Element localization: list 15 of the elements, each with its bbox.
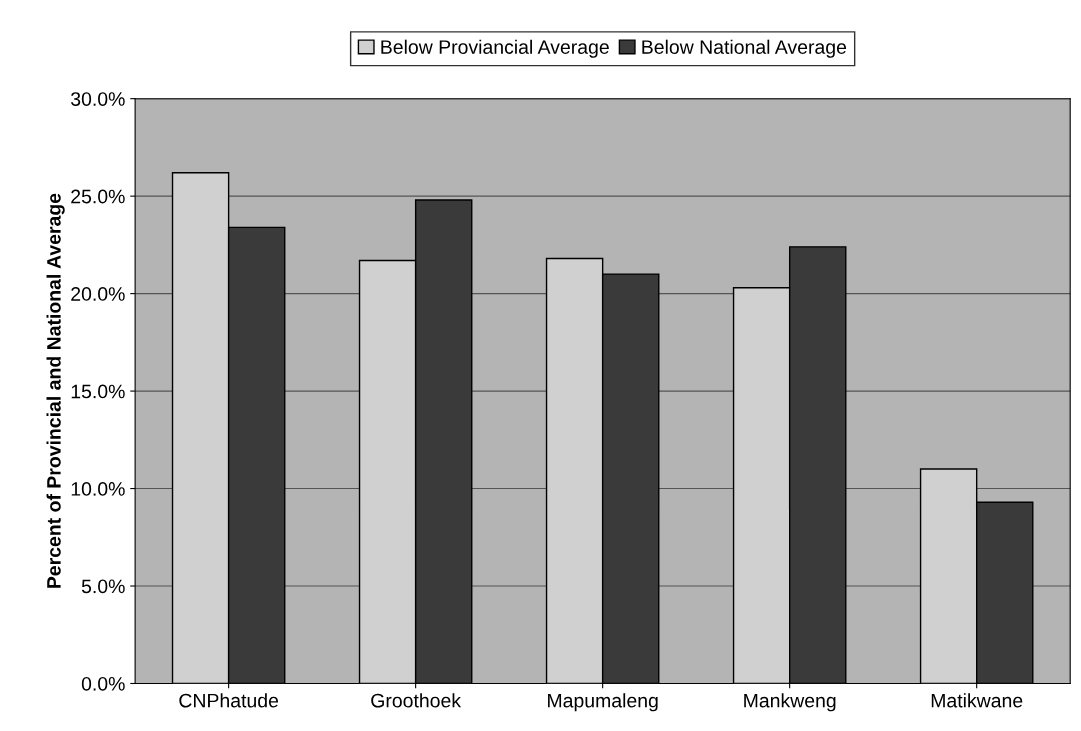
x-tick-label: Matikwane (931, 693, 1023, 708)
y-tick-label: 5.0% (81, 579, 125, 594)
x-tick-label: CNPhatude (179, 693, 279, 708)
legend-label: Below Proviancial Average (381, 39, 609, 58)
y-tick-label: 15.0% (71, 384, 125, 399)
y-tick-label: 25.0% (71, 189, 125, 204)
y-tick-label: 10.0% (71, 482, 125, 496)
y-axis-title: Percent of Provincial and National Average (46, 193, 65, 588)
legend-label: Below National Average (642, 39, 847, 58)
x-tick-label: Mankweng (744, 693, 836, 712)
x-tick-label: Mapumaleng (548, 693, 658, 712)
y-tick-label: 0.0% (81, 676, 125, 691)
y-tick-label: 20.0% (71, 287, 125, 301)
x-tick-label: Groothoek (371, 693, 462, 708)
y-tick-label: 30.0% (71, 92, 125, 106)
